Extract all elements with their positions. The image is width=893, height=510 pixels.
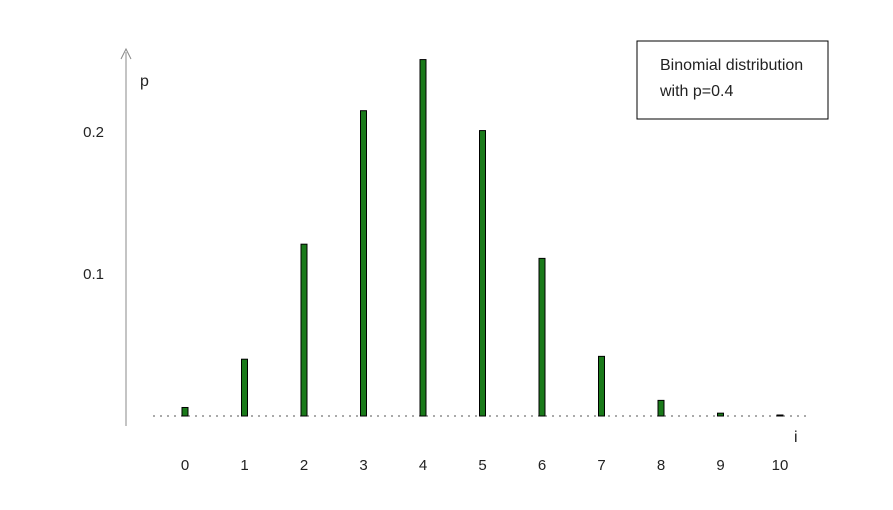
bar-4 <box>419 59 427 417</box>
y-tick-label: 0.1 <box>83 266 104 283</box>
bar-5 <box>479 130 486 417</box>
bar-8 <box>657 399 665 417</box>
bar-1 <box>241 358 248 417</box>
bar-2 <box>300 243 308 417</box>
x-tick-label: 8 <box>657 457 665 474</box>
x-tick-label: 0 <box>181 457 189 474</box>
x-tick-label: 9 <box>716 457 724 474</box>
bar-6 <box>538 257 546 417</box>
bar-0 <box>181 406 189 417</box>
bar-3 <box>360 110 367 417</box>
y-tick-label: 0.2 <box>83 124 104 141</box>
bar-7 <box>598 355 605 417</box>
bar-10 <box>776 414 784 417</box>
x-tick-label: 7 <box>597 457 605 474</box>
y-axis-label: p <box>140 73 149 90</box>
x-tick-label: 1 <box>240 457 248 474</box>
y-tick-labels: 0.1 0.2 <box>83 124 104 283</box>
x-tick-label: 5 <box>478 457 486 474</box>
x-tick-labels: 0 1 2 3 4 5 6 7 8 9 10 <box>181 457 789 474</box>
x-axis-label: i <box>794 429 798 446</box>
bars <box>181 59 784 417</box>
x-tick-label: 6 <box>538 457 546 474</box>
y-axis-arrow <box>120 47 132 60</box>
x-tick-label: 10 <box>772 457 789 474</box>
bar-9 <box>717 412 724 417</box>
x-tick-label: 3 <box>359 457 367 474</box>
legend-box <box>636 40 829 120</box>
legend-line-2: with p=0.4 <box>659 83 733 100</box>
legend-line-1: Binomial distribution <box>660 57 803 74</box>
legend: Binomial distribution with p=0.4 <box>636 40 829 120</box>
x-tick-label: 2 <box>300 457 308 474</box>
x-tick-label: 4 <box>419 457 427 474</box>
